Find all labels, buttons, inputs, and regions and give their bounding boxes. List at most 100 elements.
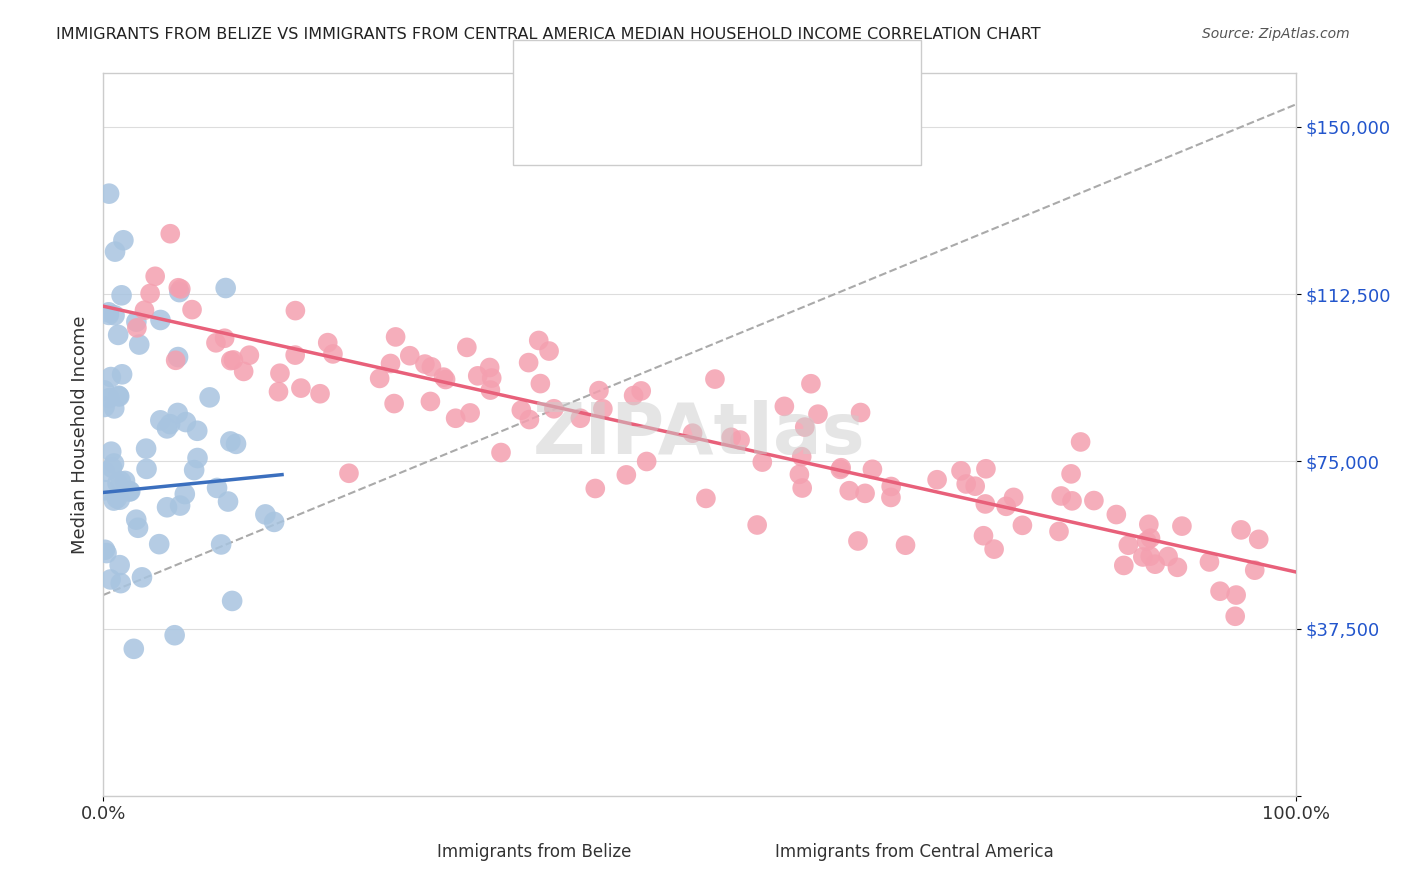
Point	[316, 335, 339, 350]
Point	[830, 460, 852, 475]
Point	[110, 288, 132, 302]
Point	[183, 463, 205, 477]
Point	[107, 476, 129, 491]
Point	[1209, 584, 1232, 599]
Point	[108, 389, 131, 403]
Point	[107, 327, 129, 342]
Point	[110, 576, 132, 591]
Point	[219, 434, 242, 449]
Point	[181, 302, 204, 317]
Point	[569, 411, 592, 425]
Point	[751, 455, 773, 469]
Point	[98, 186, 121, 201]
Point	[456, 340, 478, 354]
Point	[478, 360, 501, 375]
Point	[800, 376, 823, 391]
Point	[100, 444, 122, 458]
Point	[792, 481, 814, 495]
Point	[925, 473, 948, 487]
Point	[120, 484, 142, 499]
Point	[186, 424, 208, 438]
Point	[790, 450, 813, 464]
Point	[592, 401, 614, 416]
Point	[972, 529, 994, 543]
Point	[238, 348, 260, 362]
Point	[209, 537, 232, 551]
Point	[108, 558, 131, 573]
Point	[112, 233, 135, 247]
Point	[880, 479, 903, 493]
Point	[205, 335, 228, 350]
Point	[169, 499, 191, 513]
Point	[159, 417, 181, 431]
Point	[100, 370, 122, 384]
Point	[131, 570, 153, 584]
Point	[108, 492, 131, 507]
Text: ZIPAtlas: ZIPAtlas	[533, 400, 866, 469]
Point	[807, 407, 830, 421]
Point	[1132, 549, 1154, 564]
Point	[838, 483, 860, 498]
Point	[139, 286, 162, 301]
Point	[1070, 434, 1092, 449]
Point	[467, 368, 489, 383]
Point	[100, 573, 122, 587]
Point	[983, 542, 1005, 557]
Point	[1166, 560, 1188, 574]
Point	[398, 349, 420, 363]
Point	[254, 508, 277, 522]
Point	[94, 542, 117, 557]
Point	[221, 594, 243, 608]
Point	[103, 401, 125, 416]
Point	[167, 350, 190, 364]
Point	[955, 477, 977, 491]
Text: Immigrants from Central America: Immigrants from Central America	[775, 843, 1053, 861]
Point	[529, 376, 551, 391]
Point	[169, 285, 191, 299]
Point	[538, 344, 561, 359]
Point	[205, 481, 228, 495]
Point	[682, 426, 704, 441]
Point	[143, 269, 166, 284]
Point	[156, 500, 179, 515]
Point	[1198, 555, 1220, 569]
Point	[128, 337, 150, 351]
Point	[94, 483, 117, 498]
Point	[149, 313, 172, 327]
Point	[880, 491, 903, 505]
Point	[1247, 533, 1270, 547]
Point	[950, 464, 973, 478]
Point	[588, 384, 610, 398]
Point	[111, 368, 134, 382]
Point	[1105, 508, 1128, 522]
Point	[773, 400, 796, 414]
Point	[1136, 534, 1159, 549]
Point	[614, 467, 637, 482]
Point	[703, 372, 725, 386]
Point	[173, 487, 195, 501]
Point	[1230, 523, 1253, 537]
Point	[1060, 467, 1083, 481]
Point	[263, 515, 285, 529]
Point	[479, 383, 502, 397]
Point	[630, 384, 652, 398]
Point	[1112, 558, 1135, 573]
Point	[636, 454, 658, 468]
Point	[225, 437, 247, 451]
Point	[125, 315, 148, 329]
Point	[1002, 491, 1025, 505]
Point	[214, 331, 236, 345]
Point	[830, 462, 852, 476]
Point	[517, 355, 540, 369]
Point	[103, 308, 125, 322]
Point	[97, 308, 120, 322]
Point	[98, 391, 121, 405]
Point	[107, 389, 129, 403]
Point	[853, 486, 876, 500]
Point	[110, 475, 132, 489]
Point	[322, 347, 344, 361]
Point	[519, 412, 541, 426]
Point	[114, 474, 136, 488]
Point	[1225, 588, 1247, 602]
Point	[284, 303, 307, 318]
